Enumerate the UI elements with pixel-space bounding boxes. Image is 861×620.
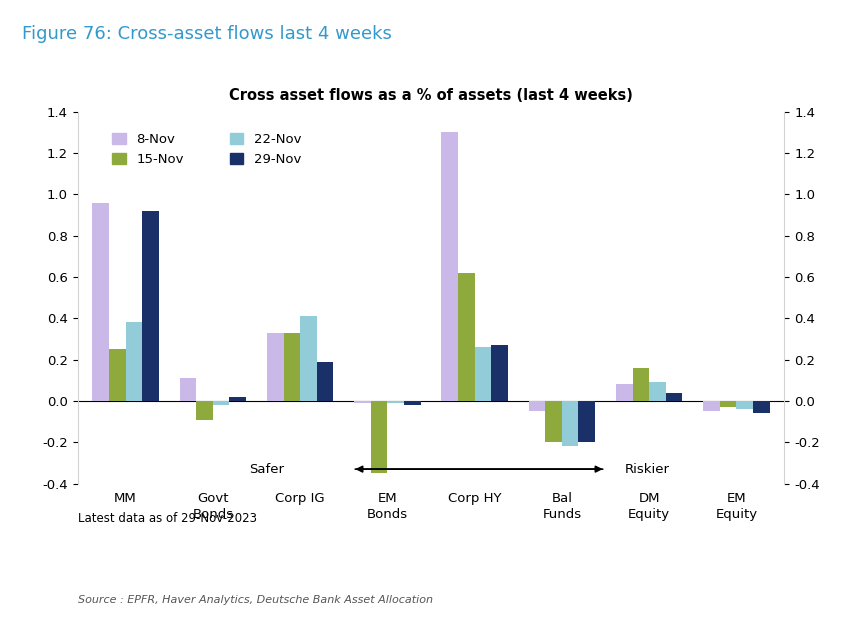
Bar (196, 401, 213, 420)
Bar (92, 203, 108, 401)
Text: Riskier: Riskier (624, 463, 669, 476)
Bar (126, 322, 142, 401)
Text: Source : EPFR, Haver Analytics, Deutsche Bank Asset Allocation: Source : EPFR, Haver Analytics, Deutsche… (77, 595, 432, 605)
Bar (528, 401, 545, 411)
Bar (491, 345, 507, 401)
Bar (229, 397, 245, 401)
Bar (300, 316, 316, 401)
Bar (632, 368, 648, 401)
Bar (665, 392, 682, 401)
Bar (753, 401, 769, 414)
Bar (354, 401, 370, 403)
Bar (735, 401, 753, 409)
Bar (561, 401, 578, 446)
Bar (578, 401, 594, 442)
Bar (719, 401, 735, 407)
Bar (283, 333, 300, 401)
Text: Figure 76: Cross-asset flows last 4 weeks: Figure 76: Cross-asset flows last 4 week… (22, 25, 391, 43)
Text: Safer: Safer (249, 463, 284, 476)
Bar (387, 401, 404, 403)
Title: Cross asset flows as a % of assets (last 4 weeks): Cross asset flows as a % of assets (last… (229, 89, 632, 104)
Bar (316, 361, 333, 401)
Bar (616, 384, 632, 401)
Bar (108, 349, 126, 401)
Bar (179, 378, 196, 401)
Bar (648, 383, 665, 401)
Bar (213, 401, 229, 405)
Bar (545, 401, 561, 442)
Legend: 8-Nov, 15-Nov, 22-Nov, 29-Nov: 8-Nov, 15-Nov, 22-Nov, 29-Nov (112, 133, 300, 166)
Bar (267, 333, 283, 401)
Bar (703, 401, 719, 411)
Bar (142, 211, 158, 401)
Bar (404, 401, 420, 405)
Bar (474, 347, 491, 401)
Bar (370, 401, 387, 473)
Bar (457, 273, 474, 401)
Bar (441, 132, 457, 401)
Text: Latest data as of 29-Nov-2023: Latest data as of 29-Nov-2023 (77, 512, 257, 525)
